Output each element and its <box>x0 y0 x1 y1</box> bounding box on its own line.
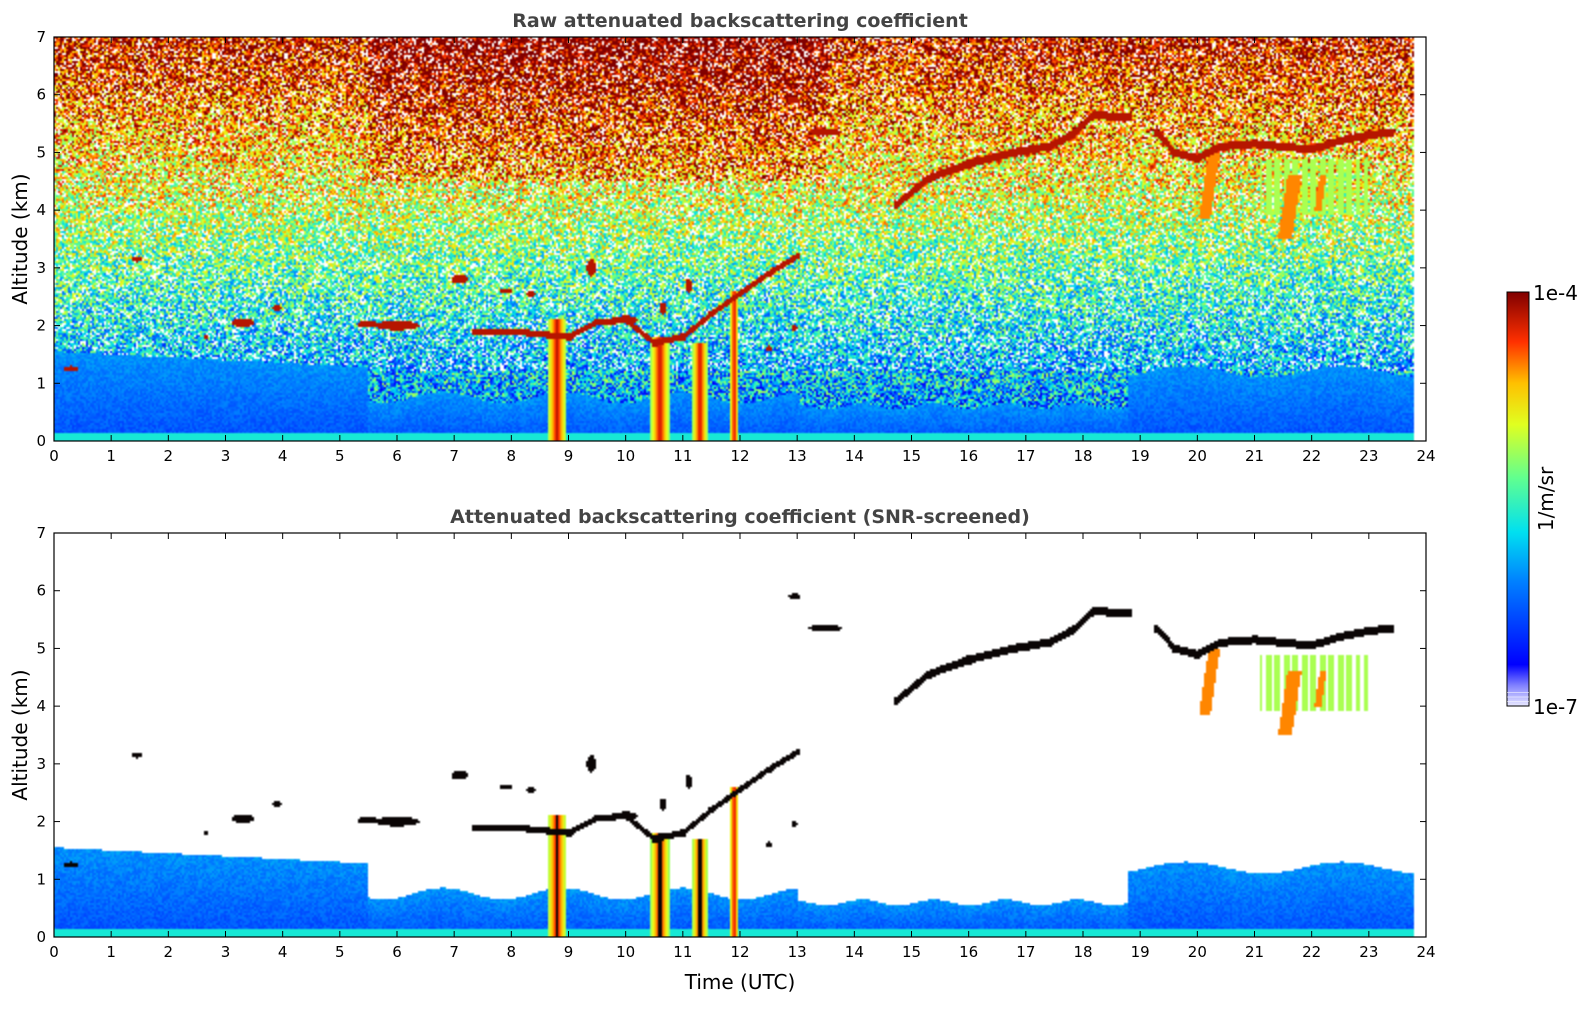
x-tick-label: 15 <box>902 943 921 961</box>
y-tick-label: 6 <box>36 86 46 104</box>
raw-backscatter-panel: Raw attenuated backscattering coefficien… <box>8 10 1436 465</box>
x-tick-label: 22 <box>1302 943 1321 961</box>
x-tick-label: 7 <box>449 447 459 465</box>
y-tick-label: 1 <box>36 374 46 392</box>
x-tick-label: 22 <box>1302 447 1321 465</box>
x-tick-label: 9 <box>564 943 574 961</box>
x-tick-label: 1 <box>106 447 116 465</box>
colorbar-min-label: 1e-7 <box>1533 695 1578 719</box>
x-tick-label: 2 <box>164 943 174 961</box>
x-tick-label: 24 <box>1416 447 1435 465</box>
y-tick-label: 2 <box>36 317 46 335</box>
x-tick-label: 24 <box>1416 943 1435 961</box>
x-tick-label: 15 <box>902 447 921 465</box>
colorbar-max-label: 1e-4 <box>1533 281 1578 305</box>
panel-title: Raw attenuated backscattering coefficien… <box>512 10 968 32</box>
x-tick-label: 0 <box>49 447 59 465</box>
x-tick-label: 17 <box>1016 447 1035 465</box>
x-tick-label: 14 <box>845 447 864 465</box>
x-tick-label: 12 <box>730 447 749 465</box>
heatmap-image <box>54 37 1426 441</box>
x-tick-label: 8 <box>507 447 517 465</box>
x-tick-label: 13 <box>788 447 807 465</box>
x-tick-label: 19 <box>1131 943 1150 961</box>
x-tick-label: 18 <box>1073 943 1092 961</box>
x-tick-label: 9 <box>564 447 574 465</box>
x-tick-label: 7 <box>449 943 459 961</box>
x-tick-label: 20 <box>1188 447 1207 465</box>
x-tick-label: 3 <box>221 447 231 465</box>
x-tick-label: 16 <box>959 447 978 465</box>
x-tick-label: 1 <box>106 943 116 961</box>
y-tick-label: 5 <box>36 143 46 161</box>
y-tick-label: 1 <box>36 870 46 888</box>
x-tick-label: 12 <box>730 943 749 961</box>
colorbar-label: 1/m/sr <box>1534 466 1558 531</box>
x-axis: 0 1 2 3 4 5 6 7 8 9 10 11 12 13 14 15 16 17 18 19 20 21 22 23 24 <box>49 533 1436 961</box>
x-tick-label: 18 <box>1073 447 1092 465</box>
x-tick-label: 23 <box>1359 943 1378 961</box>
x-tick-label: 3 <box>221 943 231 961</box>
y-axis: 0 1 2 3 4 5 6 7 <box>36 524 1426 946</box>
colorbar-bands <box>1507 692 1529 702</box>
x-tick-label: 19 <box>1131 447 1150 465</box>
y-tick-label: 3 <box>36 259 46 277</box>
x-axis-label: Time (UTC) <box>684 970 796 994</box>
y-axis: 0 1 2 3 4 5 6 7 <box>36 28 1426 450</box>
x-tick-label: 11 <box>673 943 692 961</box>
x-tick-label: 23 <box>1359 447 1378 465</box>
y-tick-label: 0 <box>36 928 46 946</box>
x-tick-label: 5 <box>335 447 345 465</box>
y-tick-label: 5 <box>36 639 46 657</box>
heatmap-image <box>54 533 1426 937</box>
x-tick-label: 20 <box>1188 943 1207 961</box>
y-tick-label: 2 <box>36 813 46 831</box>
x-tick-label: 5 <box>335 943 345 961</box>
y-tick-label: 7 <box>36 28 46 46</box>
x-tick-label: 4 <box>278 943 288 961</box>
y-tick-label: 3 <box>36 755 46 773</box>
y-tick-label: 6 <box>36 582 46 600</box>
x-axis: 0 1 2 3 4 5 6 7 8 9 10 11 12 13 14 15 16 17 18 19 20 21 22 23 24 <box>49 37 1436 465</box>
x-tick-label: 13 <box>788 943 807 961</box>
x-tick-label: 8 <box>507 943 517 961</box>
x-tick-label: 14 <box>845 943 864 961</box>
y-axis-label: Altitude (km) <box>8 669 32 800</box>
x-tick-label: 11 <box>673 447 692 465</box>
x-tick-label: 21 <box>1245 943 1264 961</box>
x-tick-label: 0 <box>49 943 59 961</box>
x-tick-label: 6 <box>392 943 402 961</box>
x-tick-label: 6 <box>392 447 402 465</box>
x-tick-label: 21 <box>1245 447 1264 465</box>
x-tick-label: 10 <box>616 943 635 961</box>
x-tick-label: 10 <box>616 447 635 465</box>
x-tick-label: 16 <box>959 943 978 961</box>
colorbar: 1e-4 1e-7 1/m/sr <box>1506 281 1578 719</box>
y-tick-label: 4 <box>36 697 46 715</box>
x-tick-label: 4 <box>278 447 288 465</box>
y-axis-label: Altitude (km) <box>8 173 32 304</box>
colorbar-gradient <box>1506 291 1530 707</box>
panel-title: Attenuated backscattering coefficient (S… <box>450 506 1030 528</box>
y-tick-label: 0 <box>36 432 46 450</box>
screened-backscatter-panel: Attenuated backscattering coefficient (S… <box>8 506 1436 994</box>
x-tick-label: 17 <box>1016 943 1035 961</box>
x-tick-label: 2 <box>164 447 174 465</box>
y-tick-label: 4 <box>36 201 46 219</box>
y-tick-label: 7 <box>36 524 46 542</box>
